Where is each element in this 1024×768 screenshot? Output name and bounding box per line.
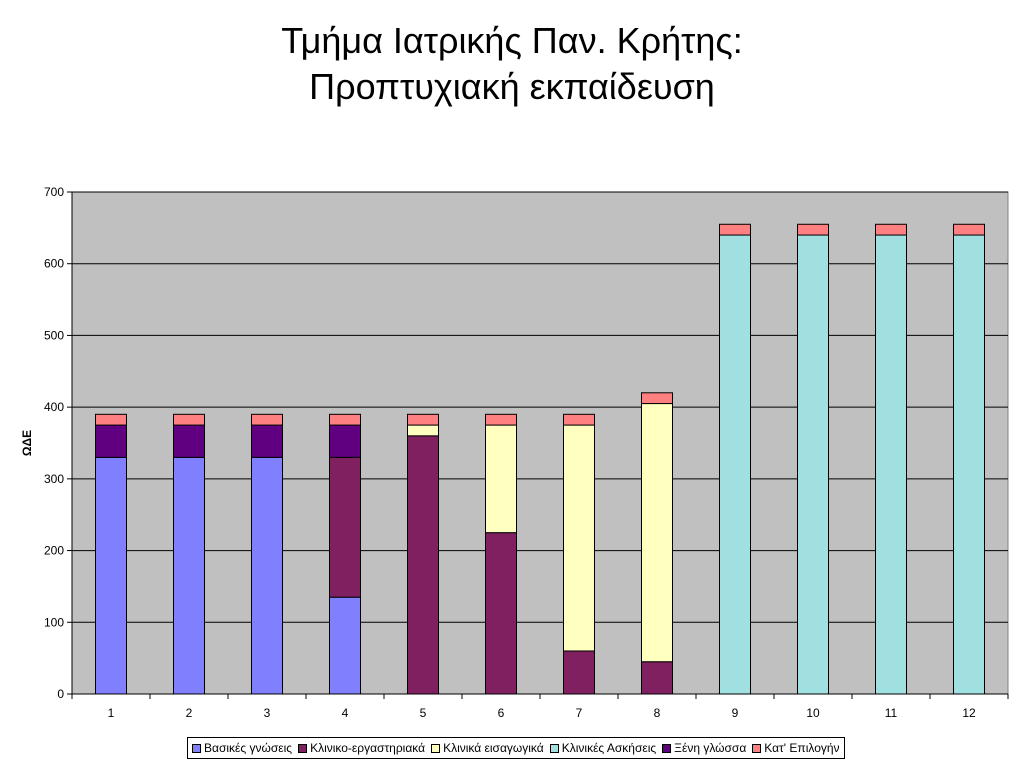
bar-segment-4-cat-11 <box>875 234 907 695</box>
bar-segment-5-cat-2 <box>173 424 205 458</box>
legend-swatch <box>752 743 762 753</box>
bar-segment-1-cat-4 <box>329 596 361 695</box>
y-tick-label: 200 <box>44 544 64 558</box>
bar-segment-4-cat-12 <box>953 234 985 695</box>
bar-segment-4-cat-10 <box>797 234 829 695</box>
bar-segment-6-cat-9 <box>719 223 751 236</box>
x-tick-label: 3 <box>264 706 271 720</box>
bar-segment-2-cat-7 <box>563 650 595 695</box>
legend-item: Κατ' Επιλογήν <box>752 741 840 755</box>
legend: Βασικές γνώσεις Κλινικο-εργαστηριακά Κλινι… <box>187 737 845 759</box>
x-tick-label: 8 <box>654 706 661 720</box>
legend-swatch <box>662 743 672 753</box>
bar-segment-1-cat-2 <box>173 456 205 695</box>
chart-title: Τμήμα Ιατρικής Παν. Κρήτης: Προπτυχιακή … <box>0 18 1024 110</box>
bar-segment-6-cat-11 <box>875 223 907 236</box>
legend-label: Κλινικές Ασκήσεις <box>561 741 657 755</box>
bar-segment-2-cat-4 <box>329 456 361 598</box>
bar-segment-6-cat-2 <box>173 413 205 426</box>
x-tick-label: 11 <box>885 706 898 720</box>
bar-segment-3-cat-6 <box>485 424 517 534</box>
x-tick-label: 9 <box>732 706 739 720</box>
x-tick-label: 5 <box>420 706 427 720</box>
bar-segment-6-cat-3 <box>251 413 283 426</box>
legend-item: Κλινικο-εργαστηριακά <box>298 741 425 755</box>
plot-area <box>71 191 1009 695</box>
bar-segment-6-cat-8 <box>641 392 673 405</box>
legend-swatch <box>298 743 308 753</box>
x-tick-label: 4 <box>342 706 349 720</box>
bar-segment-6-cat-7 <box>563 413 595 426</box>
bar-segment-2-cat-8 <box>641 661 673 695</box>
bar-segment-2-cat-6 <box>485 532 517 695</box>
x-tick-label: 2 <box>186 706 193 720</box>
bar-segment-3-cat-7 <box>563 424 595 652</box>
legend-label: Κλινικά εισαγωγικά <box>443 741 544 755</box>
legend-item: Ξένη γλώσσα <box>662 741 746 755</box>
legend-item: Κλινικά εισαγωγικά <box>431 741 544 755</box>
y-tick-label: 300 <box>44 472 64 486</box>
y-axis: 0 100 200 300 400 500 600 700 <box>44 185 73 701</box>
bar-segment-5-cat-3 <box>251 424 283 458</box>
legend-label: Ξένη γλώσσα <box>674 741 747 755</box>
y-tick-label: 0 <box>57 687 64 701</box>
x-axis: 1 2 3 4 5 6 7 8 9 10 11 12 <box>71 693 1009 720</box>
legend-item: Κλινικές Ασκήσεις <box>549 741 657 755</box>
legend-swatch <box>431 743 441 753</box>
gridlines <box>72 191 1008 623</box>
chart-title-line-2: Προπτυχιακή εκπαίδευση <box>309 66 715 107</box>
x-tick-label: 6 <box>498 706 505 720</box>
x-tick-label: 10 <box>806 706 820 720</box>
y-tick-label: 700 <box>44 185 64 199</box>
x-tick-label: 1 <box>108 706 115 720</box>
bar-segment-6-cat-4 <box>329 413 361 426</box>
legend-label: Βασικές γνώσεις <box>204 741 293 755</box>
legend-label: Κλινικο-εργαστηριακά <box>310 741 426 755</box>
legend-label: Κατ' Επιλογήν <box>764 741 840 755</box>
bar-segment-6-cat-5 <box>407 413 439 426</box>
legend-swatch <box>549 743 559 753</box>
legend-swatch <box>192 743 201 753</box>
bar-segment-1-cat-3 <box>251 456 283 695</box>
bar-segment-4-cat-9 <box>719 234 751 695</box>
bar-segment-6-cat-12 <box>953 223 985 236</box>
chart-title-line-1: Τμήμα Ιατρικής Παν. Κρήτης: <box>281 20 743 61</box>
bar-segment-3-cat-8 <box>641 403 673 663</box>
legend-item: Βασικές γνώσεις <box>192 741 292 755</box>
bar-segment-3-cat-5 <box>407 424 439 437</box>
bar-segment-5-cat-4 <box>329 424 361 458</box>
y-tick-label: 400 <box>44 400 64 414</box>
bar-segment-2-cat-5 <box>407 435 439 695</box>
bar-segment-6-cat-10 <box>797 223 829 236</box>
bar-segment-6-cat-1 <box>95 413 127 426</box>
y-tick-label: 600 <box>44 257 64 271</box>
bar-segment-1-cat-1 <box>95 456 127 695</box>
bar-segment-6-cat-6 <box>485 413 517 426</box>
y-tick-label: 100 <box>44 615 64 629</box>
x-tick-label: 12 <box>962 706 976 720</box>
bar-segment-5-cat-1 <box>95 424 127 458</box>
y-axis-label: ΩΔΕ <box>20 430 34 456</box>
x-tick-label: 7 <box>576 706 583 720</box>
y-tick-label: 500 <box>44 328 64 342</box>
